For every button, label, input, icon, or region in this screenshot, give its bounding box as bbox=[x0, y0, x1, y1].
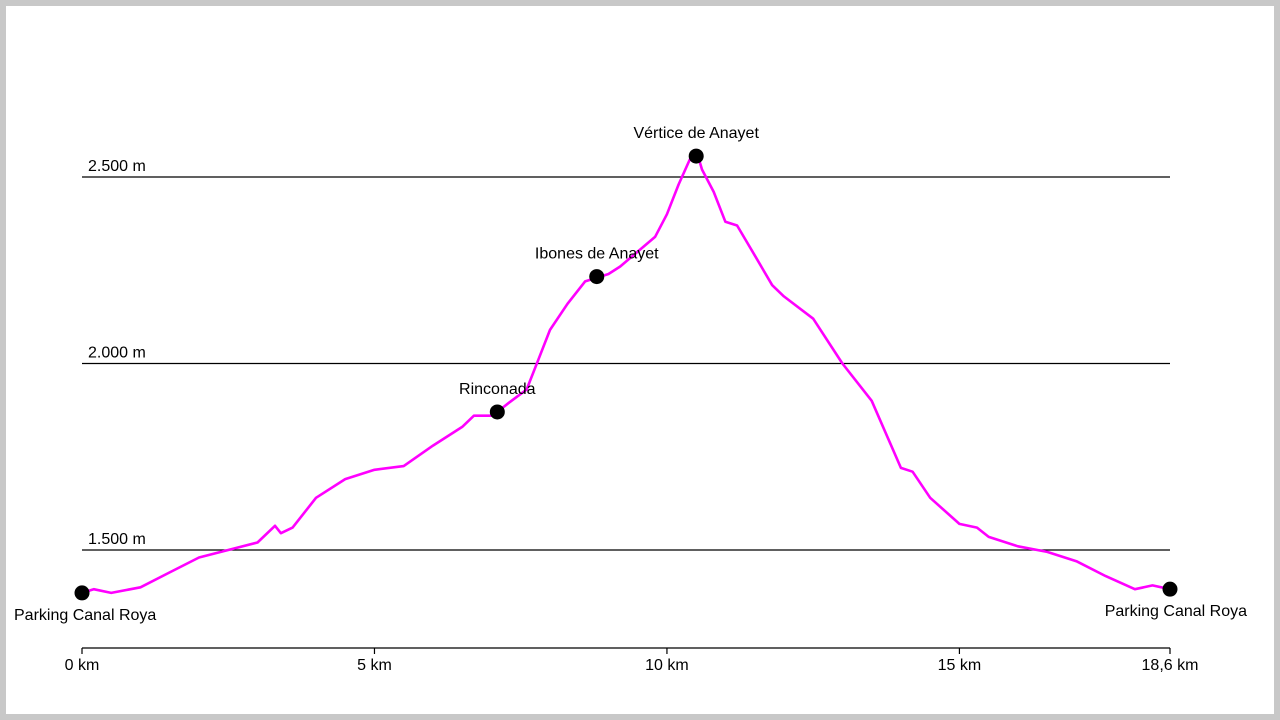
chart-frame: 1.500 m 2.000 m 2.500 m 0 km 5 km 10 km 15 km 1… bbox=[6, 6, 1274, 714]
elevation-line bbox=[80, 148, 1172, 595]
x-tick-label: 5 km bbox=[357, 657, 392, 674]
y-gridline-label: 1.500 m bbox=[88, 531, 146, 548]
y-gridline-label: 2.500 m bbox=[88, 158, 146, 175]
elevation-profile-chart: 1.500 m 2.000 m 2.500 m 0 km 5 km 10 km 15 km 1… bbox=[14, 125, 1247, 674]
x-tick-label: 10 km bbox=[645, 657, 689, 674]
x-tick-label: 15 km bbox=[938, 657, 982, 674]
x-tick-label: 0 km bbox=[65, 657, 100, 674]
waypoint-label: Vértice de Anayet bbox=[633, 125, 759, 142]
waypoint-label: Parking Canal Roya bbox=[14, 607, 156, 624]
waypoint-marker bbox=[74, 585, 90, 601]
waypoint-label: Parking Canal Roya bbox=[1105, 603, 1247, 620]
x-tick-label: 18,6 km bbox=[1142, 657, 1199, 674]
waypoint-label: Rinconada bbox=[459, 381, 536, 398]
waypoint-marker bbox=[489, 404, 505, 420]
y-gridline-label: 2.000 m bbox=[88, 345, 146, 362]
waypoint-label: Ibones de Anayet bbox=[535, 246, 659, 263]
waypoint-marker bbox=[589, 269, 605, 285]
waypoint-marker bbox=[688, 148, 704, 164]
waypoint-marker bbox=[1162, 581, 1178, 597]
